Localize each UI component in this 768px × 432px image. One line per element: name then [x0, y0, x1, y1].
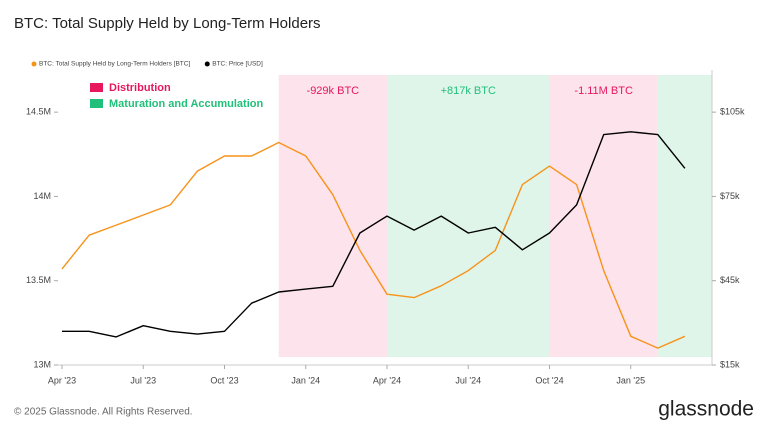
y-tick-label: 14.5M — [26, 107, 51, 117]
region-legend-label: Maturation and Accumulation — [109, 98, 263, 110]
brand: glassnode — [658, 398, 754, 421]
y-tick-label: 14M — [33, 191, 51, 201]
region-label: -929k BTC — [307, 85, 360, 97]
series-line — [61, 141, 686, 349]
y2-tick-label: $105k — [720, 107, 745, 117]
region-legend-swatch — [90, 99, 103, 108]
chart-title: BTC: Total Supply Held by Long-Term Hold… — [14, 15, 321, 32]
x-tick-label: Jan '24 — [291, 375, 320, 385]
region-legend-swatch — [90, 83, 103, 92]
legend-marker — [31, 61, 37, 67]
legend-marker — [204, 61, 210, 67]
region — [549, 75, 658, 357]
region-label: +817k BTC — [441, 85, 496, 97]
y2-tick-label: $45k — [720, 275, 740, 285]
series-line — [62, 131, 686, 338]
region — [387, 75, 550, 357]
copyright: © 2025 Glassnode. All Rights Reserved. — [14, 407, 193, 418]
y-tick-label: 13M — [33, 359, 51, 369]
x-tick-label: Apr '23 — [48, 375, 76, 385]
x-tick-label: Jul '23 — [130, 375, 156, 385]
x-tick-label: Jul '24 — [455, 375, 481, 385]
y-tick-label: 13.5M — [26, 275, 51, 285]
region — [657, 75, 712, 357]
region-label: -1.11M BTC — [574, 85, 633, 97]
x-tick-label: Oct '24 — [535, 375, 563, 385]
y2-tick-label: $15k — [720, 359, 740, 369]
legend-label: BTC: Total Supply Held by Long-Term Hold… — [39, 61, 190, 68]
y2-tick-label: $75k — [720, 191, 740, 201]
region-legend-label: Distribution — [109, 82, 171, 94]
x-tick-label: Apr '24 — [373, 375, 401, 385]
x-tick-label: Jan '25 — [616, 375, 645, 385]
region — [278, 75, 387, 357]
legend-label: BTC: Price [USD] — [212, 61, 263, 68]
x-tick-label: Oct '23 — [210, 375, 238, 385]
